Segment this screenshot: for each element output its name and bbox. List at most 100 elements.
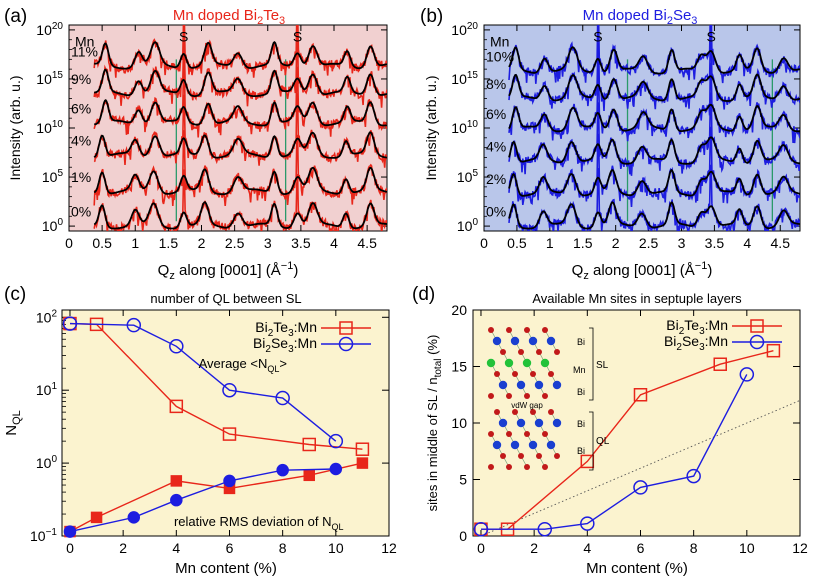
pd-inset-atom-mn: [504, 358, 514, 368]
pc-data-point: [223, 474, 236, 488]
pd-inset-atom-bi: [534, 380, 544, 390]
pd-data-point: [739, 367, 755, 382]
panel-d-title: Available Mn sites in septuple layers: [532, 291, 742, 306]
pd-x-tick-label: 8: [690, 540, 698, 556]
pa-y-tick-label: 105: [42, 168, 64, 185]
pd-inset-atom-te: [524, 327, 530, 333]
pd-y-tick-label: 20: [451, 302, 467, 318]
pd-inset-atom-te: [500, 453, 506, 459]
pd-legend-marker: [750, 319, 764, 333]
pd-inset-structure: Bi Mn Bi Bi Bi SL QL vdW gap: [486, 327, 610, 471]
pa-x-tick-label: 3: [264, 235, 272, 251]
pd-reference-line: [480, 399, 801, 537]
pd-data-point: [473, 521, 489, 537]
pb-curves: [508, 25, 800, 231]
pd-inset-atom-te: [518, 349, 524, 355]
pa-substrate-label: S: [293, 29, 302, 45]
pc-y-tick-label: 10−1: [30, 527, 57, 544]
pd-inset-atom-te: [488, 464, 494, 470]
pb-series-label: 2%: [486, 171, 506, 187]
pc-x-tick-label: 12: [381, 540, 397, 556]
pa-series-label: 6%: [71, 100, 91, 116]
pd-inset-atom-te: [524, 431, 530, 437]
pd-inset-atom-te: [530, 371, 536, 377]
pa-fit-curve: [94, 41, 387, 70]
panel-d-plot-area: [472, 309, 801, 537]
pa-fit-curve: [93, 99, 387, 127]
pc-legend-marker: [338, 336, 354, 352]
pd-inset-atom-bi: [528, 440, 538, 450]
panel-c-plot-area: [61, 309, 390, 537]
panel-c-letter: (c): [4, 284, 26, 305]
pb-x-tick-label: 3.5: [705, 235, 725, 251]
pc-series-line: [69, 322, 337, 442]
pd-inset-atom-te: [536, 453, 542, 459]
pd-inset-atom-bi: [498, 418, 508, 428]
pa-fit-curve: [93, 201, 387, 230]
pa-curves: [93, 25, 387, 231]
pd-inset-atom-bi: [546, 336, 556, 346]
pb-series-label: 8%: [486, 76, 506, 92]
pd-data-point: [633, 388, 648, 402]
pd-legend-marker: [749, 334, 765, 350]
pd-inset-atom-te: [488, 431, 494, 437]
pc-y-tick-label: 100: [36, 454, 58, 471]
pb-series-label: 0%: [486, 203, 506, 219]
pb-fit-curve: [508, 136, 800, 165]
pc-data-point: [329, 462, 343, 476]
pd-data-point: [580, 516, 595, 531]
pd-inset-atom-bi: [534, 418, 544, 428]
pb-x-tick-label: 3: [678, 235, 686, 251]
pb-y-tick-label: 105: [457, 168, 479, 185]
pd-inset-atom-te: [494, 371, 500, 377]
pd-inset-atom-bi: [492, 440, 502, 450]
pb-measured-curve: [508, 25, 800, 84]
panel-d-x-label: Mn content (%): [586, 560, 688, 577]
pb-fit-curve: [508, 103, 800, 133]
pb-substrate-label: S: [593, 29, 602, 45]
pd-inset-atom-bi: [552, 380, 562, 390]
pb-x-tick-label: 0.5: [507, 235, 527, 251]
pc-series-line: [69, 468, 336, 533]
panel-b: (b) Mn doped Bi2Se3 0 0.5 1 1.5 2 2.5 3 3.5 4 4.5…: [420, 6, 801, 282]
pc-y-tick-label: 101: [36, 381, 58, 398]
pc-x-tick-label: 4: [172, 540, 180, 556]
pb-mn-label: Mn: [490, 34, 509, 50]
pd-inset-ql-bracket: [589, 411, 594, 471]
pd-inset-atom-bi: [552, 418, 562, 428]
pd-x-tick-label: 4: [583, 540, 591, 556]
pd-inset-atom-label: Bi: [577, 387, 585, 397]
pc-data-point: [169, 399, 184, 414]
panel-a-x-label: Qz along [0001] (Å−1): [158, 260, 299, 282]
pb-series-label: 4%: [486, 139, 506, 155]
pa-x-tick-label: 4.5: [357, 235, 377, 251]
pb-substrate-label: S: [706, 29, 715, 45]
pc-data-point: [170, 493, 183, 507]
pc-x-tick-label: 0: [66, 540, 74, 556]
pd-series-line: [481, 374, 748, 530]
pb-x-tick-label: 0: [480, 235, 488, 251]
pa-y-tick-label: 100: [42, 217, 64, 234]
pa-series-label: 4%: [71, 133, 91, 149]
pd-data-point: [537, 521, 553, 537]
pd-y-tick-label: 5: [459, 472, 467, 488]
panel-a-letter: (a): [4, 6, 27, 27]
pa-measured-curve: [93, 91, 387, 168]
pa-x-tick-label: 3.5: [291, 235, 311, 251]
pd-inset-atom-label: Mn: [573, 365, 586, 375]
pd-inset-atom-te: [512, 409, 518, 415]
pd-inset-atom-bi: [492, 336, 502, 346]
pc-legend-marker: [339, 321, 353, 335]
pd-inset-atom-te: [488, 393, 494, 399]
pa-fit-curve: [93, 166, 387, 196]
pc-legend-label: Bi2Te3:Mn: [255, 319, 317, 339]
pd-x-tick-label: 10: [739, 540, 755, 556]
pd-inset-atom-te: [542, 327, 548, 333]
pc-data-point: [356, 457, 369, 469]
pa-fit-curve: [93, 68, 387, 97]
pc-data-point: [275, 390, 290, 406]
pb-fit-curve: [508, 46, 800, 75]
pa-x-tick-label: 1.5: [159, 235, 179, 251]
pb-x-tick-label: 2.5: [639, 235, 659, 251]
pd-inset-atom-te: [506, 393, 512, 399]
